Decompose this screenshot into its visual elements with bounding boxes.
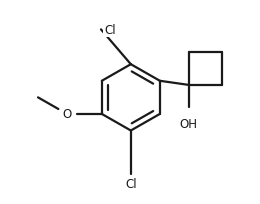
- Text: Cl: Cl: [104, 24, 116, 37]
- Text: Cl: Cl: [125, 177, 137, 190]
- Text: O: O: [62, 108, 72, 121]
- Text: OH: OH: [180, 118, 198, 131]
- Text: OH: OH: [180, 118, 198, 131]
